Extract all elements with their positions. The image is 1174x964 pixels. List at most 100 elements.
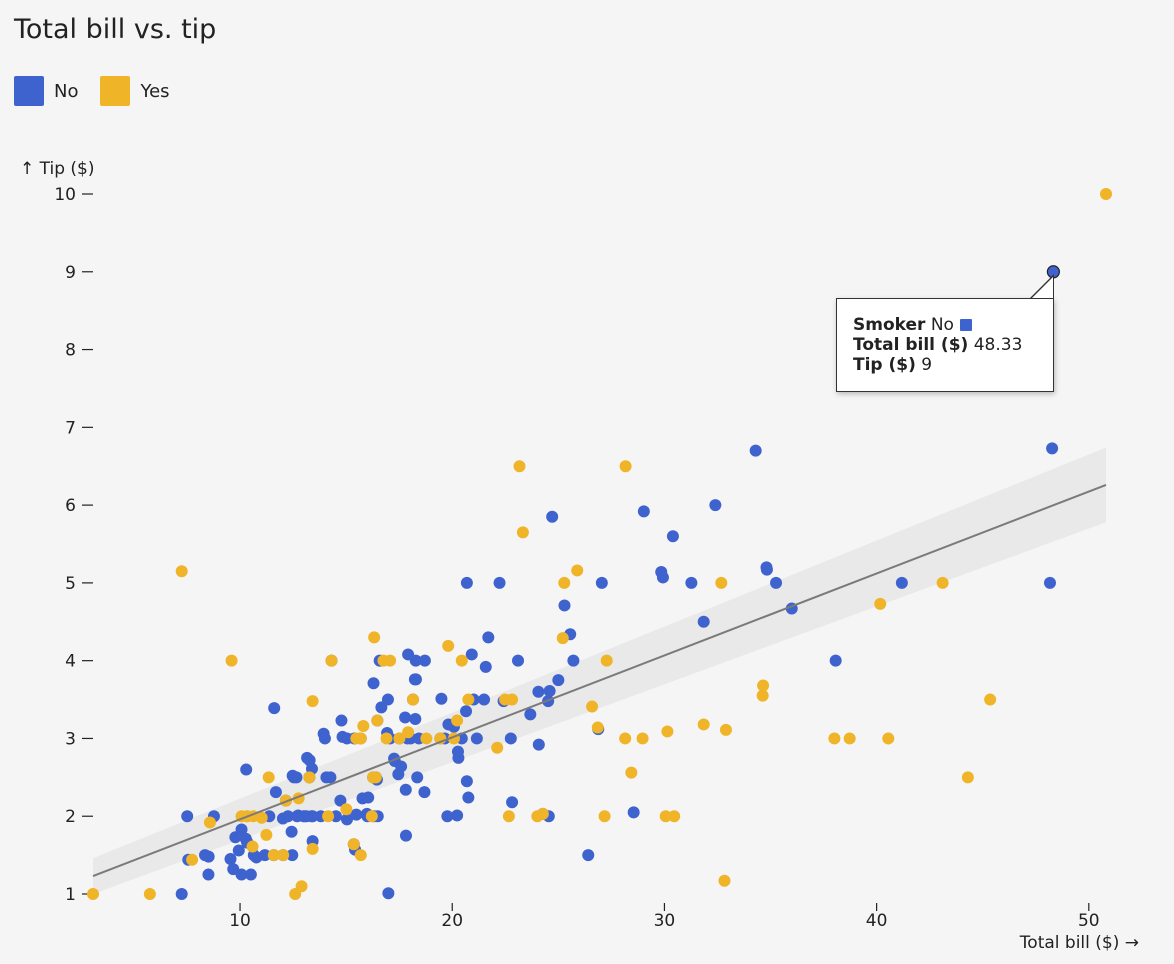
point-no [532,738,545,751]
point-no [512,654,525,667]
point-no [1046,442,1059,455]
point-no [382,887,395,900]
point-no [202,850,215,863]
x-tick-label: 20 [441,911,463,931]
point-no [258,849,271,862]
point-yes [936,576,949,589]
point-no [435,692,448,705]
legend-item-no[interactable]: No [14,76,78,106]
point-yes [371,714,384,727]
y-tick-label: 4 [65,652,76,672]
point-yes [756,689,769,702]
point-yes [757,679,770,692]
point-no [637,505,650,518]
point-yes [267,849,280,862]
point-yes [306,695,319,708]
point-no [335,714,348,727]
point-yes [368,631,381,644]
point-yes [598,810,611,823]
point-no [362,791,375,804]
point-no [235,868,248,881]
point-no [411,771,424,784]
point-no [465,648,478,661]
point-yes [325,654,338,667]
point-yes [462,693,475,706]
point-yes [513,460,526,473]
legend-item-yes[interactable]: Yes [100,76,170,106]
tooltip-value-total-bill: 48.33 [973,335,1023,355]
point-no [395,760,408,773]
y-tick-label: 8 [65,341,76,361]
point-yes [668,810,681,823]
confidence-band-layer [93,447,1106,894]
point-yes [303,771,316,784]
point-no [409,673,422,686]
legend-label-yes: Yes [140,80,170,102]
point-yes [295,880,308,893]
point-yes [306,842,319,855]
point-no [460,705,473,718]
tooltip: Smoker No Total bill ($) 48.33 Tip ($) 9 [836,298,1054,392]
point-no [558,599,571,612]
point-no [546,510,559,523]
point-no [181,810,194,823]
x-tick-label: 30 [654,911,676,931]
point-no [232,844,245,857]
point-yes [600,654,613,667]
point-no [175,888,188,900]
point-no [1043,576,1056,589]
point-no [760,561,773,574]
point-yes [697,718,710,731]
point-yes [365,810,378,823]
point-yes [502,810,515,823]
point-yes [369,771,382,784]
point-no [399,711,412,724]
point-no [479,660,492,673]
y-tick-label: 10 [54,185,76,205]
y-tick-label: 1 [65,885,76,905]
point-no [829,654,842,667]
point-no [409,713,422,725]
point-yes [380,732,393,745]
point-yes [719,723,732,736]
point-no [506,796,519,809]
tooltip-row-tip: Tip ($) 9 [853,355,1053,375]
point-yes [636,732,649,745]
point-yes [536,807,549,820]
point-yes [586,700,599,713]
point-yes [420,732,433,745]
point-no [350,808,363,821]
legend-swatch-no [14,76,44,106]
point-yes [659,810,672,823]
point-no [582,849,595,862]
point-no [460,775,473,788]
point-no [524,708,537,721]
x-axis: 10 20 30 40 50 [229,903,1100,931]
point-yes [393,732,406,745]
chart-title: Total bill vs. tip [14,14,217,45]
legend: No Yes [14,76,192,106]
point-no [666,530,679,543]
point-no [381,693,394,706]
point-no [367,677,380,690]
point-yes [277,849,290,862]
point-no [627,806,640,819]
point-yes [340,803,353,816]
tooltip-row-smoker: Smoker No [853,315,1053,335]
point-yes [984,693,997,706]
point-yes [354,849,367,862]
point-yes [406,693,419,706]
point-no [697,615,710,628]
y-tick-label: 9 [65,263,76,283]
point-yes [87,888,99,900]
point-no [286,849,299,862]
x-tick-label: 50 [1078,911,1100,931]
point-no [552,674,565,687]
point-no [318,732,331,745]
point-yes [225,654,238,667]
point-yes [591,721,604,734]
point-no [451,809,464,822]
points-layer [87,188,1112,900]
point-no [244,868,257,881]
confidence-band [93,447,1106,894]
